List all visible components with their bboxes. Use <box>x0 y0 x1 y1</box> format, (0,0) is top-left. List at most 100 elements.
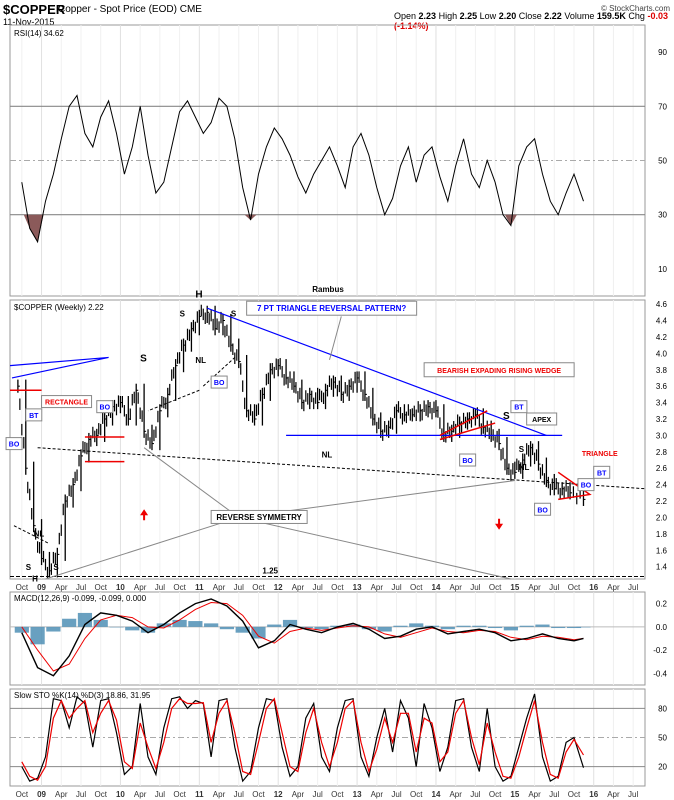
price-panel: 1.4 1.6 1.8 2.0 2.2 2.4 2.6 2.8 3.0 3.2 3.4 3.6 3.8 4… <box>14 300 668 579</box>
macd-histogram-bar <box>267 624 282 627</box>
macd-histogram-bar <box>109 626 124 628</box>
nl-mark: NL <box>322 451 333 460</box>
chg-value: -0.03 (-1.14%) <box>394 11 668 31</box>
x-tick-label: Apr <box>292 790 305 799</box>
x-tick-label-mid: Apr <box>213 583 226 592</box>
rsi-oversold-fill <box>504 214 517 226</box>
x-axis: Oct Oct 09 09 Apr Apr Jul Jul Oct Oct 10 10 Apr Apr Ju… <box>16 583 639 799</box>
macd-histogram-bar <box>440 626 455 630</box>
bo-label: BO <box>537 507 548 514</box>
macd-histogram-bar <box>576 626 591 628</box>
x-tick-label: Jul <box>313 790 323 799</box>
bt-label: BT <box>597 470 607 477</box>
macd-histogram-bar <box>235 626 250 633</box>
macd-histogram-bar <box>204 623 219 627</box>
macd-histogram-bar <box>77 612 93 627</box>
sto-y-tick: 50 <box>658 734 667 743</box>
x-tick-label: Apr <box>449 790 462 799</box>
x-tick-label-mid: Oct <box>489 583 502 592</box>
s-mark: S <box>519 445 525 454</box>
bo-label-box <box>5 437 23 451</box>
x-tick-label-mid: Jul <box>313 583 323 592</box>
x-tick-label: 14 <box>432 790 441 799</box>
price-y-tick: 3.0 <box>656 431 668 440</box>
bt-label-box <box>25 408 43 422</box>
chart-description: Copper - Spot Price (EOD) CME <box>58 4 202 15</box>
x-tick-label: Apr <box>607 790 620 799</box>
x-tick-label-mid: Apr <box>55 583 68 592</box>
head-neckline <box>147 389 200 412</box>
bo-label-box <box>459 453 477 467</box>
rsi-panel: 10 30 50 70 90 RSI(14) 34.62 Rambus <box>10 29 668 294</box>
low-value: 2.20 <box>498 11 517 21</box>
left-blue-line <box>9 356 109 379</box>
price-y-tick: 4.0 <box>656 349 668 358</box>
x-tick-label-mid: Oct <box>331 583 344 592</box>
x-tick-label: Jul <box>391 790 401 799</box>
x-tick-label: Oct <box>94 790 107 799</box>
x-tick-label-mid: Oct <box>410 583 423 592</box>
high-label: High <box>438 11 458 21</box>
rsi-y-tick: 90 <box>658 48 667 57</box>
chart-date: 11-Nov-2015 <box>3 17 55 27</box>
wedge-lower <box>439 422 496 441</box>
x-tick-label-mid: Jul <box>470 583 480 592</box>
x-tick-label: Apr <box>55 790 68 799</box>
bo-label-box <box>534 502 552 516</box>
macd-histogram-bar <box>30 626 45 645</box>
rsi-y-tick: 10 <box>658 265 667 274</box>
x-tick-label: 13 <box>353 790 362 799</box>
macd-histogram-bar <box>46 626 61 632</box>
macd-line <box>21 598 584 677</box>
up-arrow-icon <box>140 509 149 521</box>
s-mark: S <box>26 563 32 572</box>
x-tick-label: Jul <box>549 790 559 799</box>
bo-label-box <box>210 375 228 389</box>
volume-label: Volume <box>564 11 595 21</box>
macd-histogram-bar <box>409 623 424 627</box>
close-value: 2.22 <box>544 11 562 21</box>
x-tick-label-mid: 13 <box>353 583 362 592</box>
x-tick-label: Jul <box>470 790 480 799</box>
chart-symbol: $COPPER <box>3 2 66 17</box>
price-y-tick: 1.4 <box>656 563 668 572</box>
x-tick-label-mid: Jul <box>234 583 244 592</box>
high-value: 2.25 <box>459 11 478 21</box>
price-y-tick: 4.4 <box>656 317 668 326</box>
x-tick-label: Oct <box>568 790 581 799</box>
macd-y-tick: -0.4 <box>653 669 667 678</box>
h-top-mark: H <box>195 290 202 301</box>
bt-label: BT <box>29 413 39 420</box>
x-tick-label: Jul <box>155 790 165 799</box>
rsi-y-tick: 30 <box>658 211 667 220</box>
x-tick-label-mid: Oct <box>94 583 107 592</box>
rsi-line <box>21 94 584 244</box>
x-tick-label: Oct <box>173 790 186 799</box>
x-tick-label-mid: 12 <box>274 583 283 592</box>
macd-histogram-bar <box>314 626 329 630</box>
x-tick-label: Oct <box>331 790 344 799</box>
price-y-tick: 3.4 <box>656 399 668 408</box>
level-label: 1.25 <box>262 566 278 575</box>
price-y-tick: 1.6 <box>656 546 668 555</box>
macd-histogram-bar <box>219 626 235 630</box>
macd-histogram-bar <box>251 626 266 639</box>
price-title: $COPPER (Weekly) 2.22 <box>14 303 104 312</box>
reverse-symmetry-line <box>45 516 239 580</box>
wedge-label-box <box>423 362 575 378</box>
macd-histogram-bar <box>488 626 503 629</box>
sto-y-tick: 80 <box>658 704 667 713</box>
price-y-tick: 4.2 <box>656 333 668 342</box>
apex-label: APEX <box>532 417 551 424</box>
nl-mark: NL <box>195 356 206 365</box>
macd-title: MACD(12,26,9) -0.099, -0.099, 0.000 <box>14 594 147 603</box>
reverse-symmetry-line <box>238 516 512 580</box>
macd-y-tick: -0.2 <box>653 646 667 655</box>
macd-signal-line <box>21 601 584 672</box>
small-triangle <box>557 471 592 501</box>
x-tick-label-mid: Apr <box>292 583 305 592</box>
bo-label: BO <box>462 458 473 465</box>
price-y-tick: 3.2 <box>656 415 668 424</box>
h-bottom-mark: H <box>32 574 38 583</box>
